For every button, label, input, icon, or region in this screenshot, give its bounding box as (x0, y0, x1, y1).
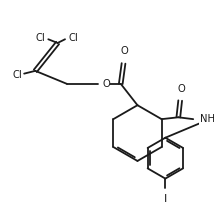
Text: Cl: Cl (36, 33, 46, 43)
Text: NH: NH (200, 114, 214, 124)
Text: O: O (121, 46, 128, 56)
Text: O: O (177, 84, 185, 94)
Text: Cl: Cl (13, 70, 22, 79)
Text: Cl: Cl (69, 33, 79, 43)
Text: O: O (102, 79, 110, 89)
Text: I: I (164, 194, 167, 204)
